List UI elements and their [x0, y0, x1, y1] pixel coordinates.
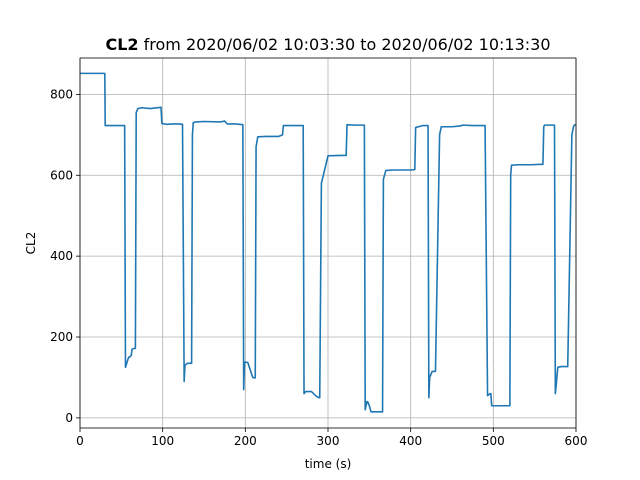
x-axis-label: time (s)	[305, 457, 352, 471]
x-tick-label: 500	[482, 434, 505, 448]
x-tick-label: 200	[234, 434, 257, 448]
y-tick-label: 600	[50, 168, 73, 182]
x-tick-label: 100	[151, 434, 174, 448]
chart-title: CL2 from 2020/06/02 10:03:30 to 2020/06/…	[105, 35, 550, 54]
ticks: 0 100 200 300 400 500 600 0 200 400 600 800	[50, 87, 587, 448]
chart-title-rest: from 2020/06/02 10:03:30 to 2020/06/02 1…	[139, 35, 551, 54]
y-tick-label: 200	[50, 330, 73, 344]
grid	[79, 58, 577, 428]
x-tick-label: 600	[565, 434, 588, 448]
y-tick-label: 0	[65, 411, 73, 425]
y-axis-label: CL2	[24, 232, 38, 255]
plot-area	[80, 72, 577, 413]
x-tick-label: 300	[317, 434, 340, 448]
y-tick-label: 400	[50, 249, 73, 263]
y-tick-label: 800	[50, 87, 73, 101]
x-tick-label: 0	[76, 434, 84, 448]
chart-title-bold: CL2	[105, 35, 138, 54]
x-tick-label: 400	[399, 434, 422, 448]
series-line	[80, 72, 577, 413]
